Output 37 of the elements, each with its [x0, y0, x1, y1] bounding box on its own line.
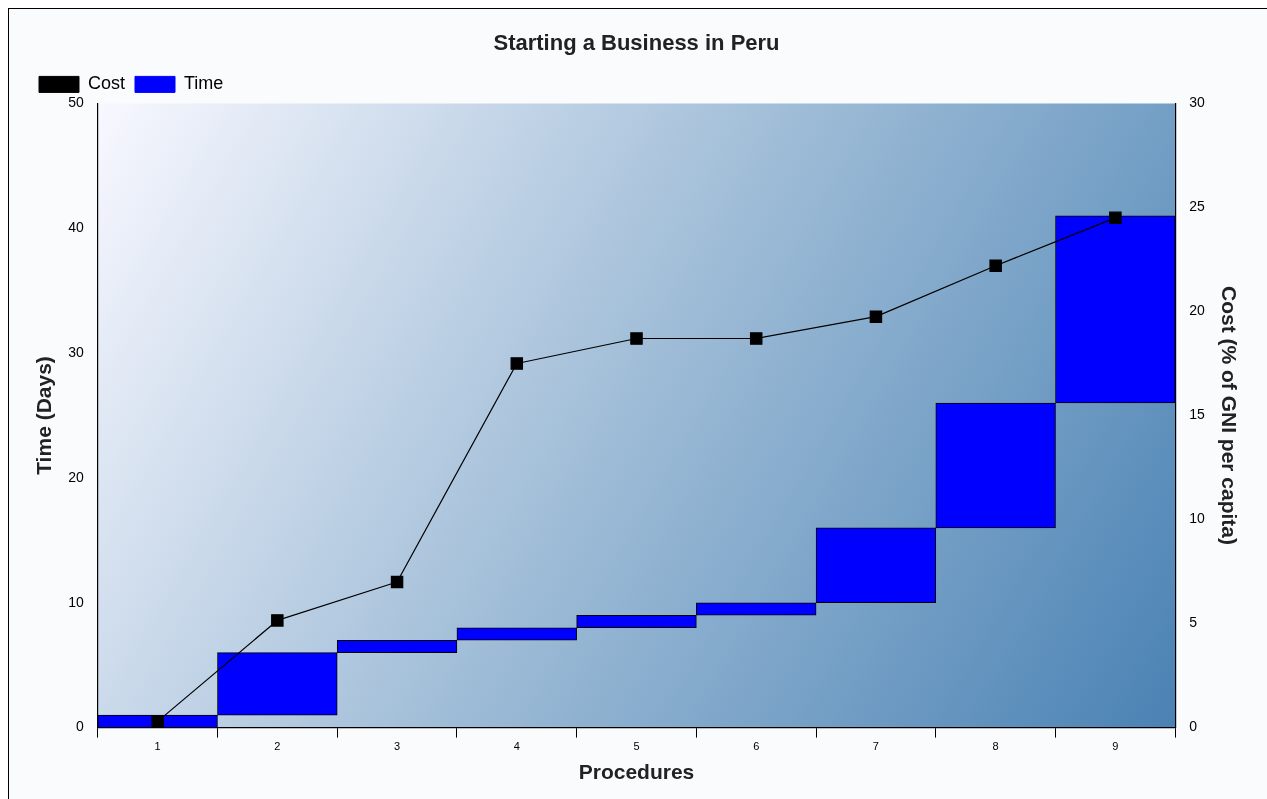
y2-tick-label: 15 [1189, 406, 1206, 423]
y2-tick-label: 30 [1189, 94, 1206, 111]
point [510, 357, 524, 370]
point [989, 259, 1002, 272]
point [749, 332, 763, 345]
y-tick-label: 0 [75, 718, 84, 735]
x-tick-label: 6 [753, 740, 760, 753]
y2-axis-title: Cost (% of GNI per capita) [1217, 285, 1241, 546]
y2-tick-label: 25 [1189, 198, 1206, 215]
point [390, 575, 404, 589]
y-tick-label: 40 [68, 219, 84, 236]
y-tick-label: 20 [68, 468, 84, 485]
point [1109, 211, 1122, 225]
y2-tick-label: 20 [1189, 302, 1206, 319]
x-axis-title: Procedures [578, 760, 695, 784]
x-tick-label: 4 [513, 740, 520, 753]
x-tick-label: 1 [154, 740, 161, 753]
point [271, 614, 284, 627]
legend-label: Cost [88, 73, 126, 94]
x-tick-label: 8 [992, 740, 999, 753]
x-tick-label: 9 [1112, 740, 1119, 753]
point [630, 332, 643, 345]
y-tick-label: 30 [68, 343, 84, 360]
chart-title: Starting a Business in Peru [493, 30, 780, 56]
y-tick-label: 50 [68, 94, 84, 111]
y-axis-title: Time (Days) [32, 356, 56, 475]
point [869, 310, 883, 323]
y2-tick-label: 5 [1189, 614, 1198, 631]
y2-tick-label: 0 [1189, 718, 1198, 735]
y-tick-label: 10 [68, 593, 84, 610]
y2-tick-label: 10 [1189, 510, 1206, 527]
legend-label: Time [184, 73, 224, 94]
x-tick-label: 5 [633, 740, 640, 753]
x-tick-label: 2 [274, 740, 281, 753]
x-tick-label: 7 [872, 740, 879, 753]
point [151, 715, 164, 728]
x-tick-label: 3 [394, 740, 401, 753]
